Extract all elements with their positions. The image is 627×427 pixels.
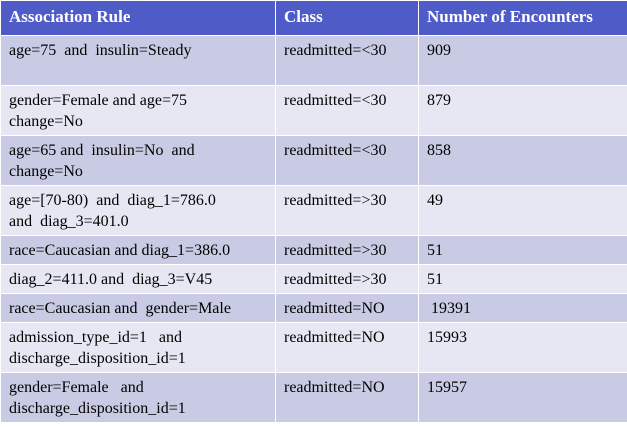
table-row: gender=Female and discharge_disposition_… <box>0 372 627 423</box>
header-association-rule: Association Rule <box>0 0 276 36</box>
count-cell: 15957 <box>418 372 627 423</box>
table-row: gender=Female and age=75 change=No readm… <box>0 85 627 136</box>
count-cell: 51 <box>418 235 627 265</box>
count-cell: 15993 <box>418 322 627 373</box>
table-row: race=Caucasian and diag_1=386.0 readmitt… <box>0 235 627 265</box>
rule-cell: diag_2=411.0 and diag_3=V45 <box>0 264 276 294</box>
table-row: age=[70-80) and diag_1=786.0 and diag_3=… <box>0 185 627 236</box>
class-cell: readmitted=<30 <box>275 85 419 136</box>
count-cell: 19391 <box>418 293 627 323</box>
rule-cell: age=[70-80) and diag_1=786.0 and diag_3=… <box>0 185 276 236</box>
count-cell: 858 <box>418 135 627 186</box>
table-row: age=75 and insulin=Steady readmitted=<30… <box>0 35 627 86</box>
count-cell: 49 <box>418 185 627 236</box>
table-header-row: Association Rule Class Number of Encount… <box>0 0 627 36</box>
table-row: diag_2=411.0 and diag_3=V45 readmitted=>… <box>0 264 627 294</box>
rule-cell: gender=Female and discharge_disposition_… <box>0 372 276 423</box>
count-cell: 51 <box>418 264 627 294</box>
count-cell: 879 <box>418 85 627 136</box>
table-row: admission_type_id=1 and discharge_dispos… <box>0 322 627 373</box>
class-cell: readmitted=<30 <box>275 135 419 186</box>
count-cell: 909 <box>418 35 627 86</box>
rule-cell: admission_type_id=1 and discharge_dispos… <box>0 322 276 373</box>
rule-cell: age=65 and insulin=No and change=No <box>0 135 276 186</box>
class-cell: readmitted=>30 <box>275 235 419 265</box>
header-number-of-encounters: Number of Encounters <box>418 0 627 36</box>
table-row: race=Caucasian and gender=Male readmitte… <box>0 293 627 323</box>
class-cell: readmitted=NO <box>275 322 419 373</box>
rule-cell: race=Caucasian and gender=Male <box>0 293 276 323</box>
class-cell: readmitted=NO <box>275 293 419 323</box>
class-cell: readmitted=>30 <box>275 185 419 236</box>
class-cell: readmitted=<30 <box>275 35 419 86</box>
header-class: Class <box>275 0 419 36</box>
rule-cell: race=Caucasian and diag_1=386.0 <box>0 235 276 265</box>
table-row: age=65 and insulin=No and change=No read… <box>0 135 627 186</box>
rule-cell: age=75 and insulin=Steady <box>0 35 276 86</box>
class-cell: readmitted=>30 <box>275 264 419 294</box>
class-cell: readmitted=NO <box>275 372 419 423</box>
rule-cell: gender=Female and age=75 change=No <box>0 85 276 136</box>
